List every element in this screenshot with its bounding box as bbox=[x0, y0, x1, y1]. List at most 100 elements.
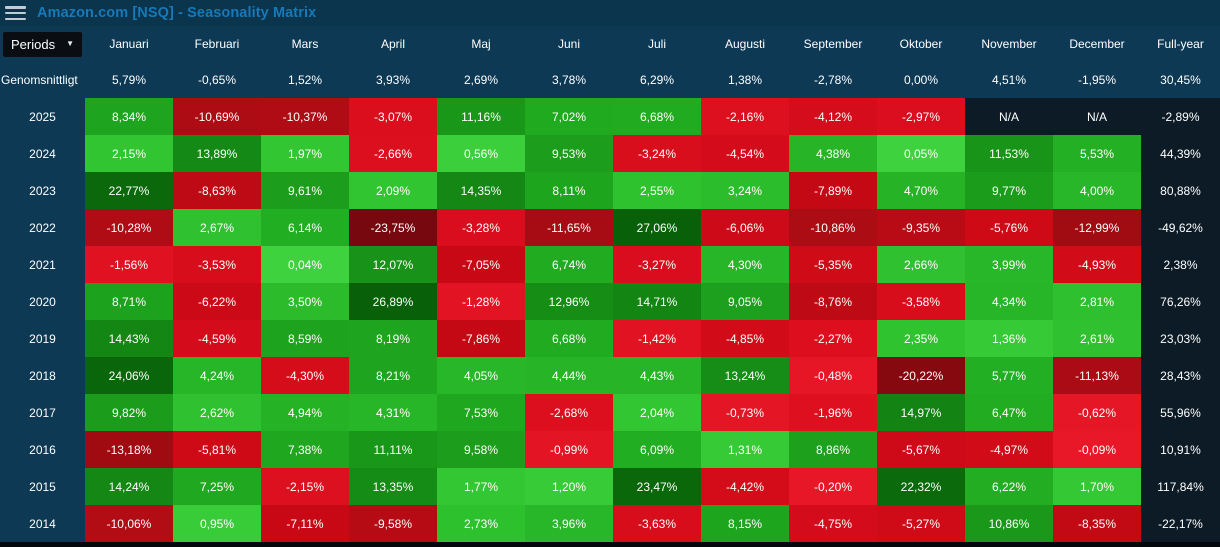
matrix-cell: 9,05% bbox=[701, 283, 789, 320]
matrix-cell: 3,99% bbox=[965, 246, 1053, 283]
matrix-cell: 1,31% bbox=[701, 431, 789, 468]
matrix-cell: -2,15% bbox=[261, 468, 349, 505]
matrix-cell: 14,24% bbox=[85, 468, 173, 505]
matrix-cell: -1,42% bbox=[613, 320, 701, 357]
matrix-cell: 2,09% bbox=[349, 172, 437, 209]
matrix-cell: -0,48% bbox=[789, 357, 877, 394]
column-header-februari: Februari bbox=[194, 37, 240, 51]
year-label: 2020 bbox=[29, 294, 56, 309]
matrix-cell: -20,22% bbox=[877, 357, 965, 394]
average-cell: 1,38% bbox=[727, 73, 763, 87]
matrix-row-2022: 2022 -10,28% 2,67% 6,14% -23,75% -3,28% -11,65… bbox=[0, 209, 1220, 246]
matrix-cell: -2,66% bbox=[349, 135, 437, 172]
matrix-cell: -3,28% bbox=[437, 209, 525, 246]
matrix-cell: -3,53% bbox=[173, 246, 261, 283]
bottom-divider bbox=[0, 542, 1220, 547]
column-header-mars: Mars bbox=[291, 37, 319, 51]
matrix-cell: -13,18% bbox=[85, 431, 173, 468]
average-cell: 5,79% bbox=[111, 73, 147, 87]
matrix-cell: -5,27% bbox=[877, 505, 965, 542]
matrix-cell: -9,35% bbox=[877, 209, 965, 246]
matrix-cell: -4,54% bbox=[701, 135, 789, 172]
matrix-cell: -7,86% bbox=[437, 320, 525, 357]
matrix-cell: -5,35% bbox=[789, 246, 877, 283]
average-cell: 3,78% bbox=[551, 73, 587, 87]
matrix-cell: 11,11% bbox=[349, 431, 437, 468]
matrix-cell: 23,47% bbox=[613, 468, 701, 505]
matrix-cell: 7,38% bbox=[261, 431, 349, 468]
matrix-cell: -12,99% bbox=[1053, 209, 1141, 246]
matrix-cell: -11,65% bbox=[525, 209, 613, 246]
matrix-cell: 9,58% bbox=[437, 431, 525, 468]
full-year-cell: 10,91% bbox=[1141, 431, 1220, 468]
year-label: 2014 bbox=[29, 516, 56, 531]
matrix-cell: 10,86% bbox=[965, 505, 1053, 542]
full-year-cell: 55,96% bbox=[1141, 394, 1220, 431]
matrix-cell: 2,62% bbox=[173, 394, 261, 431]
matrix-cell: 1,70% bbox=[1053, 468, 1141, 505]
average-cell: -0,65% bbox=[197, 73, 237, 87]
matrix-row-2019: 2019 14,43% -4,59% 8,59% 8,19% -7,86% 6,68% -1,… bbox=[0, 320, 1220, 357]
matrix-cell: -10,28% bbox=[85, 209, 173, 246]
matrix-cell: 4,24% bbox=[173, 357, 261, 394]
year-label: 2025 bbox=[29, 109, 56, 124]
matrix-cell: -4,97% bbox=[965, 431, 1053, 468]
matrix-cell: -8,63% bbox=[173, 172, 261, 209]
matrix-cell: 6,68% bbox=[613, 98, 701, 135]
matrix-cell: 0,95% bbox=[173, 505, 261, 542]
matrix-header-row: Periods ▼ Januari Februari Mars April Maj Jun… bbox=[0, 26, 1220, 62]
average-cell: 4,51% bbox=[991, 73, 1027, 87]
matrix-cell: 9,53% bbox=[525, 135, 613, 172]
column-header-april: April bbox=[380, 37, 405, 51]
average-cell: 0,00% bbox=[903, 73, 939, 87]
full-year-cell: 76,26% bbox=[1141, 283, 1220, 320]
average-cell: 6,29% bbox=[639, 73, 675, 87]
matrix-cell: 0,56% bbox=[437, 135, 525, 172]
column-header-juli: Juli bbox=[647, 37, 666, 51]
matrix-cell: 8,19% bbox=[349, 320, 437, 357]
matrix-cell: -0,20% bbox=[789, 468, 877, 505]
column-header-full-year: Full-year bbox=[1157, 37, 1204, 51]
matrix-cell: -2,16% bbox=[701, 98, 789, 135]
matrix-cell: 8,11% bbox=[525, 172, 613, 209]
matrix-cell: 14,97% bbox=[877, 394, 965, 431]
matrix-cell: 2,81% bbox=[1053, 283, 1141, 320]
full-year-cell: -22,17% bbox=[1141, 505, 1220, 542]
year-label: 2024 bbox=[29, 146, 56, 161]
matrix-cell: 3,50% bbox=[261, 283, 349, 320]
matrix-cell: -6,06% bbox=[701, 209, 789, 246]
year-label: 2018 bbox=[29, 368, 56, 383]
matrix-cell: 4,70% bbox=[877, 172, 965, 209]
matrix-cell: 1,77% bbox=[437, 468, 525, 505]
matrix-cell: 7,25% bbox=[173, 468, 261, 505]
matrix-cell: -4,59% bbox=[173, 320, 261, 357]
matrix-cell: 2,73% bbox=[437, 505, 525, 542]
matrix-cell: 4,94% bbox=[261, 394, 349, 431]
hamburger-menu-icon[interactable] bbox=[5, 6, 26, 20]
matrix-cell: 4,30% bbox=[701, 246, 789, 283]
matrix-cell: 1,36% bbox=[965, 320, 1053, 357]
full-year-cell: 80,88% bbox=[1141, 172, 1220, 209]
matrix-cell: 6,14% bbox=[261, 209, 349, 246]
matrix-cell: 27,06% bbox=[613, 209, 701, 246]
year-label: 2023 bbox=[29, 183, 56, 198]
matrix-cell: 9,82% bbox=[85, 394, 173, 431]
matrix-cell: -0,09% bbox=[1053, 431, 1141, 468]
year-label: 2019 bbox=[29, 331, 56, 346]
matrix-cell: 8,34% bbox=[85, 98, 173, 135]
matrix-cell: -23,75% bbox=[349, 209, 437, 246]
matrix-cell: 22,32% bbox=[877, 468, 965, 505]
matrix-body: 2025 8,34% -10,69% -10,37% -3,07% 11,16% 7,02%… bbox=[0, 98, 1220, 542]
full-year-cell: 44,39% bbox=[1141, 135, 1220, 172]
matrix-cell: 4,31% bbox=[349, 394, 437, 431]
periods-dropdown[interactable]: Periods ▼ bbox=[3, 31, 82, 57]
column-header-augusti: Augusti bbox=[724, 37, 766, 51]
matrix-cell: -3,63% bbox=[613, 505, 701, 542]
matrix-row-2023: 2023 22,77% -8,63% 9,61% 2,09% 14,35% 8,11% 2,5… bbox=[0, 172, 1220, 209]
matrix-cell: -5,67% bbox=[877, 431, 965, 468]
matrix-cell: 22,77% bbox=[85, 172, 173, 209]
matrix-cell: -0,99% bbox=[525, 431, 613, 468]
full-year-cell: -49,62% bbox=[1141, 209, 1220, 246]
column-header-december: December bbox=[1069, 37, 1125, 51]
matrix-cell: -7,89% bbox=[789, 172, 877, 209]
